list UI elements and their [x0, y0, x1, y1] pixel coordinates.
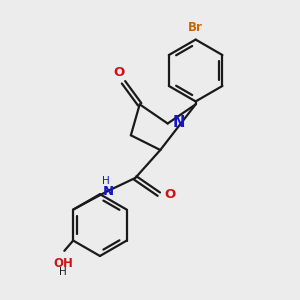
Text: N: N: [103, 185, 114, 198]
Text: H: H: [59, 267, 67, 277]
Text: H: H: [102, 176, 110, 186]
Text: Br: Br: [188, 21, 203, 34]
Text: N: N: [173, 115, 185, 130]
Text: O: O: [113, 66, 125, 79]
Text: OH: OH: [53, 257, 73, 270]
Text: O: O: [164, 188, 176, 201]
